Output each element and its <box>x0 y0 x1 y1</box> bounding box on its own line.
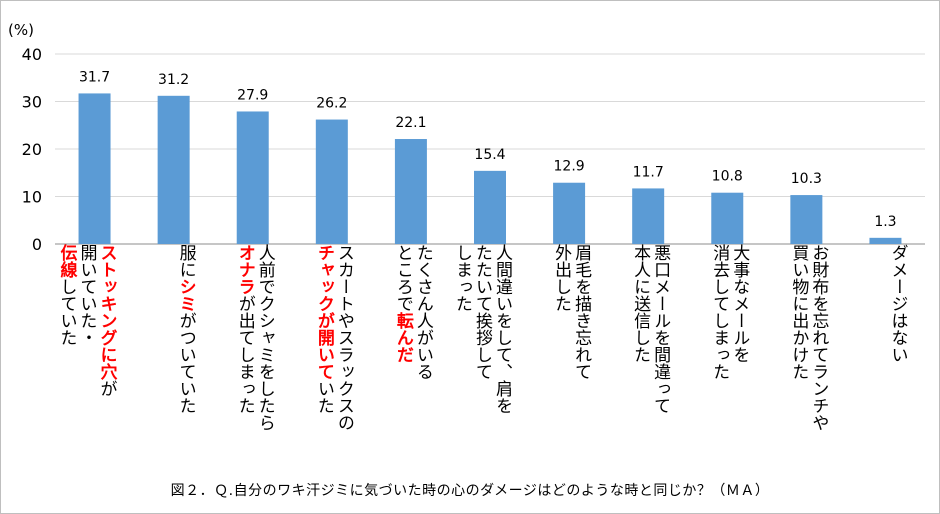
category-text: 悪口メールを間違って <box>650 244 671 414</box>
category-text: が <box>96 380 117 397</box>
bar <box>157 95 190 244</box>
bar <box>78 93 111 244</box>
data-label: 11.7 <box>633 164 664 180</box>
category-text: 消去してしまった <box>709 244 730 380</box>
highlight-text: ストッキングに穴 <box>96 244 117 380</box>
category-text: ダメージはない <box>887 244 908 363</box>
data-label: 26.2 <box>316 96 347 112</box>
gridlines <box>55 53 925 245</box>
bar <box>553 182 586 244</box>
data-label: 10.3 <box>791 171 822 187</box>
highlight-text: シミ <box>175 278 196 312</box>
category-text: いた <box>313 380 334 414</box>
category-text: 開いていた・ <box>76 244 97 346</box>
data-label: 31.2 <box>158 72 189 88</box>
category-label: 人前でクシャミをしたら オナラが出てしまった <box>235 244 275 431</box>
data-label: 22.1 <box>395 115 426 131</box>
category-label: 服にシミがついていた <box>176 244 196 414</box>
category-text: 本人に送信した <box>630 244 651 363</box>
category-label: ストッキングに穴が 開いていた・ 伝線していた <box>57 244 117 397</box>
y-tick-label: 0 <box>32 235 42 254</box>
y-tick-label: 40 <box>22 45 42 64</box>
category-text: お財布を忘れてランチや <box>808 244 829 431</box>
value-labels: 31.7 31.2 27.9 26.2 22.1 15.4 12.9 11.7 10.8 10.3… <box>79 69 897 229</box>
data-label: 27.9 <box>237 87 268 103</box>
category-label: 人間違いをして、肩を たたいて挨拶して しまった <box>452 244 512 414</box>
bar <box>394 139 427 244</box>
unit-label: (%) <box>8 21 34 39</box>
y-tick-label: 20 <box>22 140 42 159</box>
bar <box>711 192 744 244</box>
chart-caption: 図２．Ｑ.自分のワキ汗ジミに気づいた時の心のダメージはどのような時と同じか？（Ｍ… <box>170 483 770 499</box>
bar <box>790 195 823 244</box>
category-text: たくさん人がいる <box>412 244 433 380</box>
y-axis: 0 10 20 30 40 <box>22 45 42 254</box>
category-text: していた <box>56 278 77 346</box>
data-label: 10.8 <box>712 169 743 185</box>
category-label: お財布を忘れてランチや 買い物に出かけた <box>788 244 828 431</box>
bar <box>632 188 665 244</box>
category-text: スカートやスラックスの <box>333 244 354 431</box>
category-text: 人前でクシャミをしたら <box>254 244 275 431</box>
highlight-text: 転んだ <box>392 312 413 363</box>
category-text: 買い物に出かけた <box>788 244 809 380</box>
data-label: 31.7 <box>79 69 110 85</box>
category-text: 外出した <box>551 244 572 312</box>
bar <box>474 170 506 244</box>
category-label: 眉毛を描き忘れて 外出した <box>551 244 591 380</box>
y-tick-label: 30 <box>22 93 42 112</box>
highlight-text: 伝線 <box>56 244 77 278</box>
category-label: ダメージはない <box>887 244 907 363</box>
category-text: たたいて挨拶して <box>472 244 492 380</box>
category-label: たくさん人がいる ところで転んだ <box>393 244 433 380</box>
bar <box>315 119 348 244</box>
category-text: 大事なメールを <box>729 244 750 363</box>
category-text: ところで <box>392 244 413 312</box>
category-text: 眉毛を描き忘れて <box>571 244 592 380</box>
bar <box>236 111 269 244</box>
data-label: 1.3 <box>874 214 896 230</box>
category-label: 悪口メールを間違って 本人に送信した <box>630 244 670 414</box>
category-text: 人間違いをして、肩を <box>492 244 512 414</box>
highlight-text: チャックが開いて <box>313 244 334 380</box>
data-label: 15.4 <box>474 147 505 163</box>
category-text: が出てしまった <box>234 295 255 414</box>
highlight-text: オナラ <box>234 244 255 295</box>
y-tick-label: 10 <box>22 188 42 207</box>
category-label: 大事なメールを 消去してしまった <box>709 244 749 380</box>
category-text: がついていた <box>175 312 196 414</box>
bars <box>78 93 902 244</box>
bar <box>869 237 902 244</box>
category-text: しまった <box>452 244 472 312</box>
category-label: スカートやスラックスの チャックが開いていた <box>314 244 354 431</box>
category-text: 服に <box>175 244 196 278</box>
data-label: 12.9 <box>554 159 585 175</box>
